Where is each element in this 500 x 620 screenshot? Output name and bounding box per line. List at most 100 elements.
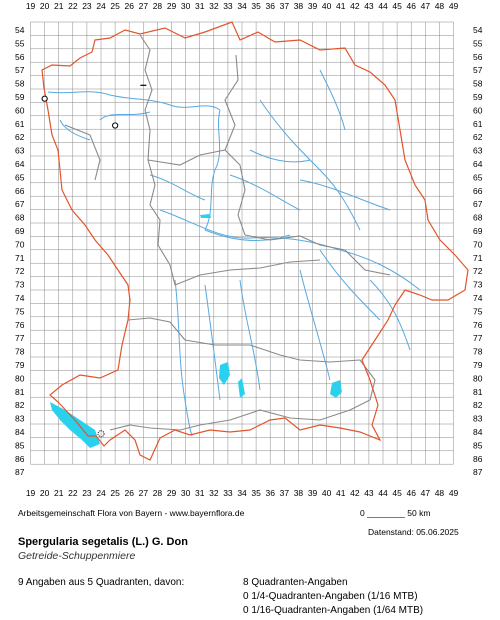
row-label: 81	[473, 387, 483, 397]
col-label: 31	[195, 488, 205, 498]
row-label: 68	[473, 213, 483, 223]
col-label: 34	[237, 1, 247, 11]
col-label: 39	[308, 488, 318, 498]
col-label: 29	[167, 488, 177, 498]
row-label: 74	[15, 293, 25, 303]
row-label: 82	[15, 400, 25, 410]
row-label: 75	[15, 306, 25, 316]
col-label: 37	[280, 1, 290, 11]
col-label: 35	[251, 1, 261, 11]
row-label: 75	[473, 306, 483, 316]
row-label: 73	[473, 280, 483, 290]
row-label: 55	[473, 38, 483, 48]
row-label: 77	[15, 333, 25, 343]
row-label: 85	[15, 440, 25, 450]
row-label: 78	[15, 347, 25, 357]
row-label: 54	[15, 25, 25, 35]
col-label: 43	[364, 1, 374, 11]
row-label: 70	[15, 239, 25, 249]
col-label: 48	[435, 488, 445, 498]
row-label: 56	[473, 52, 483, 62]
col-label: 33	[223, 488, 233, 498]
common-name: Getreide-Schuppenmiere	[18, 550, 136, 562]
col-label: 25	[110, 488, 120, 498]
row-label: 85	[473, 440, 483, 450]
col-label: 20	[40, 488, 50, 498]
col-label: 47	[421, 488, 431, 498]
row-label: 81	[15, 387, 25, 397]
row-label: 60	[473, 105, 483, 115]
col-label: 27	[139, 1, 149, 11]
col-label: 42	[350, 488, 360, 498]
row-label: 69	[15, 226, 25, 236]
row-label: 69	[473, 226, 483, 236]
col-label: 33	[223, 1, 233, 11]
col-label: 46	[407, 1, 417, 11]
row-labels-right: 54 55 56 57 58 59 60 61 62 63 64 65 66 67 68 69 70 71 72 73…	[473, 25, 483, 477]
row-label: 86	[473, 454, 483, 464]
col-label: 41	[336, 488, 346, 498]
row-label: 62	[15, 132, 25, 142]
col-label: 36	[266, 1, 276, 11]
row-label: 77	[473, 333, 483, 343]
row-label: 61	[15, 119, 25, 129]
record-open-circle	[41, 95, 48, 102]
record-dotted-circle	[97, 430, 105, 438]
count-quadrants: 8 Quadranten-Angaben	[243, 577, 348, 588]
col-label: 45	[392, 1, 402, 11]
column-labels-bottom: 19 20 21 22 23 24 25 26 27 28 29 30 31 32 33 34 35 36 37 38…	[26, 488, 459, 498]
col-label: 44	[378, 488, 388, 498]
row-label: 67	[15, 199, 25, 209]
count-quarter-quadrants: 0 1/4-Quadranten-Angaben (1/16 MTB)	[243, 591, 418, 602]
row-label: 78	[473, 347, 483, 357]
row-label: 80	[473, 373, 483, 383]
col-label: 19	[26, 1, 36, 11]
row-label: 73	[15, 280, 25, 290]
col-label: 35	[251, 488, 261, 498]
state-border	[41, 21, 469, 461]
col-label: 42	[350, 1, 360, 11]
row-label: 83	[473, 414, 483, 424]
row-label: 72	[15, 266, 25, 276]
data-date: Datenstand: 05.06.2025	[368, 527, 459, 537]
col-label: 40	[322, 1, 332, 11]
col-label: 26	[125, 1, 135, 11]
row-label: 79	[15, 360, 25, 370]
col-label: 19	[26, 488, 36, 498]
row-label: 76	[473, 320, 483, 330]
col-label: 40	[322, 488, 332, 498]
col-label: 47	[421, 1, 431, 11]
col-label: 36	[266, 488, 276, 498]
scale-bar: 0 ________ 50 km	[360, 508, 431, 518]
rivers	[47, 69, 421, 437]
row-labels-left: 54 55 56 57 58 59 60 61 62 63 64 65 66 67 68 69 70 71 72 73…	[15, 25, 25, 477]
col-label: 43	[364, 488, 374, 498]
row-label: 67	[473, 199, 483, 209]
col-label: 24	[96, 488, 106, 498]
col-label: 45	[392, 488, 402, 498]
row-label: 63	[473, 146, 483, 156]
col-label: 23	[82, 1, 92, 11]
row-label: 66	[473, 186, 483, 196]
row-label: 82	[473, 400, 483, 410]
row-label: 59	[473, 92, 483, 102]
col-label: 26	[125, 488, 135, 498]
lakes	[50, 214, 342, 448]
row-label: 68	[15, 213, 25, 223]
row-label: 83	[15, 414, 25, 424]
col-label: 38	[294, 488, 304, 498]
row-label: 87	[473, 467, 483, 477]
col-label: 27	[139, 488, 149, 498]
record-open-circle	[112, 122, 119, 129]
col-label: 37	[280, 488, 290, 498]
col-label: 32	[209, 488, 219, 498]
row-label: 65	[15, 172, 25, 182]
col-label: 32	[209, 1, 219, 11]
row-label: 71	[473, 253, 483, 263]
row-label: 84	[15, 427, 25, 437]
distribution-map: 19 20 21 22 23 24 25 26 27 28 29 30 31 32 33 34 35 36 37 38…	[15, 1, 483, 498]
credit-text: Arbeitsgemeinschaft Flora von Bayern - w…	[18, 508, 245, 518]
col-label: 39	[308, 1, 318, 11]
row-label: 54	[473, 25, 483, 35]
row-label: 84	[473, 427, 483, 437]
